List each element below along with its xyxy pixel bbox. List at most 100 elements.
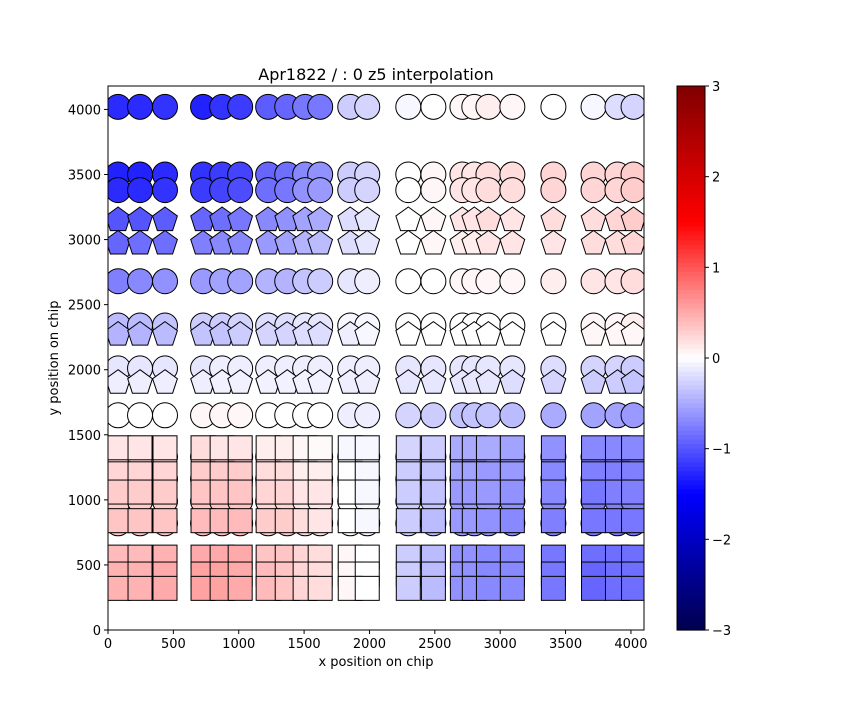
colorbar-tick-label: 3 (712, 80, 720, 95)
colorbar-segment (677, 471, 705, 477)
square-marker (127, 575, 153, 601)
marks-layer (108, 93, 644, 601)
circle-marker (108, 93, 132, 120)
colorbar-segment (677, 376, 705, 382)
pentagon-marker (227, 369, 254, 394)
square-marker (540, 435, 566, 461)
colorbar-segment (677, 276, 705, 282)
pentagon-marker (395, 206, 422, 232)
colorbar-segment (677, 335, 705, 341)
circle-marker (151, 268, 178, 295)
colorbar-segment (677, 262, 705, 268)
square-marker (581, 435, 607, 461)
x-tick-label: 500 (161, 637, 186, 652)
pentagon-marker (307, 206, 334, 232)
circle-marker (420, 177, 447, 204)
y-tick-label: 3000 (68, 234, 101, 249)
colorbar-segment (677, 244, 705, 250)
colorbar-segment (677, 190, 705, 196)
colorbar-segment (677, 426, 705, 432)
pentagon-marker (540, 229, 567, 255)
y-tick-label: 500 (76, 559, 101, 574)
colorbar-segment (677, 326, 705, 332)
colorbar-segment (677, 412, 705, 418)
circle-marker (354, 402, 381, 429)
colorbar-segment (677, 344, 705, 350)
colorbar-segment (677, 86, 705, 92)
colorbar-tick-label: 1 (712, 261, 720, 276)
colorbar-segment (677, 290, 705, 296)
pentagon-marker (620, 229, 644, 255)
circle-marker (151, 177, 178, 204)
square-marker (395, 479, 421, 505)
y-tick-label: 1000 (68, 494, 101, 509)
square-marker (127, 435, 153, 461)
colorbar-segment (677, 317, 705, 323)
x-tick-label: 0 (104, 637, 112, 652)
circle-marker (499, 268, 526, 295)
colorbar-segment (677, 208, 705, 214)
colorbar-segment (677, 539, 705, 545)
colorbar-segment (677, 95, 705, 101)
square-marker (475, 508, 501, 534)
x-tick-label: 1500 (288, 637, 321, 652)
colorbar-segment (677, 516, 705, 522)
pentagon-marker (499, 206, 526, 232)
pentagon-marker (307, 229, 334, 255)
square-marker (354, 508, 380, 534)
colorbar-segment (677, 99, 705, 105)
colorbar-segment (677, 167, 705, 173)
pentagon-marker (127, 320, 153, 346)
square-marker (354, 435, 380, 461)
colorbar-segment (677, 475, 705, 481)
colorbar-tick-label: 2 (712, 171, 720, 186)
pentagon-marker (227, 206, 254, 232)
square-marker (307, 508, 333, 534)
square-marker (227, 575, 253, 601)
pentagon-marker (580, 320, 607, 346)
y-tick-label: 1500 (68, 429, 101, 444)
circle-marker (127, 268, 154, 295)
circle-marker (540, 177, 567, 204)
square-marker (540, 575, 566, 601)
square-marker (420, 435, 446, 461)
colorbar-segment (677, 498, 705, 504)
colorbar-segment (677, 453, 705, 459)
circle-marker (108, 177, 132, 204)
circle-marker (499, 402, 526, 429)
colorbar-segment (677, 240, 705, 246)
colorbar-segment (677, 285, 705, 291)
colorbar-segment (677, 602, 705, 608)
colorbar-segment (677, 512, 705, 518)
circle-marker (151, 402, 178, 429)
y-axis: 0 500 1000 1500 2000 2500 3000 3500 4000 (68, 103, 108, 639)
circle-marker (475, 268, 502, 295)
colorbar-segment (677, 308, 705, 314)
square-marker (395, 435, 421, 461)
square-marker (420, 479, 446, 505)
square-marker (108, 575, 131, 601)
colorbar-segment (677, 330, 705, 336)
colorbar-segment (677, 571, 705, 577)
circle-marker (227, 93, 254, 120)
colorbar-segment (677, 552, 705, 559)
circle-marker (540, 268, 567, 295)
square-marker (354, 479, 380, 505)
square-marker (499, 575, 525, 601)
square-marker (499, 479, 525, 505)
colorbar-segment (677, 163, 705, 169)
pentagon-marker (152, 369, 178, 394)
square-marker (108, 508, 131, 534)
y-tick-label: 2000 (68, 364, 101, 379)
pentagon-marker (152, 320, 178, 346)
pentagon-marker (540, 369, 567, 394)
colorbar-segment (677, 122, 705, 128)
y-tick-label: 0 (93, 624, 101, 639)
circle-marker (395, 177, 422, 204)
square-marker (475, 479, 501, 505)
circle-marker (620, 93, 644, 120)
pentagon-marker (127, 369, 153, 394)
pentagon-marker (108, 229, 131, 255)
colorbar-segment (677, 416, 705, 423)
